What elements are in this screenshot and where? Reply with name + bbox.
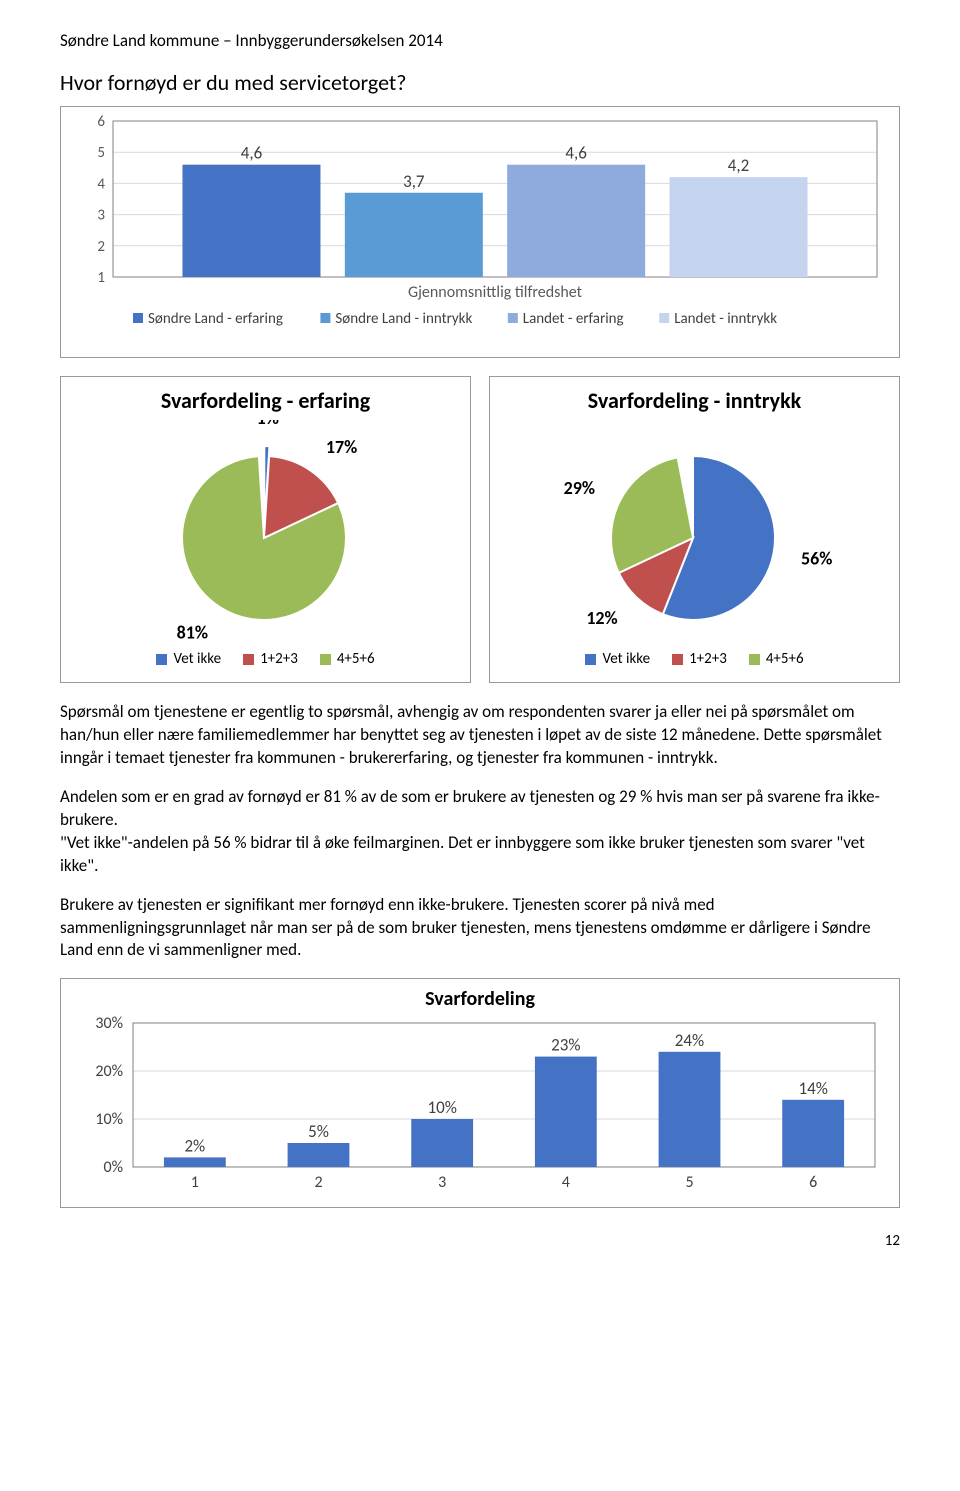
legend-item: 4+5+6 [320, 650, 375, 668]
svg-text:1: 1 [97, 269, 105, 287]
legend-label: 1+2+3 [689, 650, 727, 668]
svg-text:1%: 1% [257, 420, 279, 429]
svg-text:17%: 17% [326, 436, 357, 458]
page-header: Søndre Land kommune – Innbyggerundersøke… [60, 30, 900, 51]
legend-swatch [749, 654, 760, 665]
bar-chart-svg: 1 2 3 4 5 6 4,6 3,7 4,6 4,2 Gjennomsnittlig tilfre… [73, 115, 889, 345]
svg-text:3: 3 [97, 207, 105, 225]
svg-text:12%: 12% [586, 607, 617, 629]
svg-text:23%: 23% [551, 1035, 580, 1056]
histogram-title: Svarfordeling [73, 987, 887, 1011]
legend-swatch [585, 654, 596, 665]
legend-item: 1+2+3 [243, 650, 298, 668]
svg-text:14%: 14% [798, 1078, 827, 1099]
legend-label: 4+5+6 [766, 650, 804, 668]
svg-text:Søndre Land - inntrykk: Søndre Land - inntrykk [335, 310, 472, 328]
legend-item: 4+5+6 [749, 650, 804, 668]
svg-text:Søndre Land - erfaring: Søndre Land - erfaring [148, 310, 283, 328]
legend-label: 1+2+3 [260, 650, 298, 668]
svg-text:24%: 24% [675, 1030, 704, 1051]
svg-text:2: 2 [314, 1173, 322, 1192]
legend-swatch [320, 654, 331, 665]
bar-chart-container: 1 2 3 4 5 6 4,6 3,7 4,6 4,2 Gjennomsnittlig tilfre… [60, 106, 900, 358]
svg-text:2: 2 [97, 238, 105, 256]
svg-text:3: 3 [438, 1173, 446, 1192]
svg-text:29%: 29% [564, 477, 595, 499]
svg-text:20%: 20% [95, 1062, 123, 1081]
legend-item: Vet ikke [585, 650, 650, 668]
svg-text:3,7: 3,7 [403, 171, 425, 192]
svg-text:4,6: 4,6 [565, 143, 587, 164]
svg-text:5: 5 [97, 144, 105, 162]
paragraph: Brukere av tjenesten er signifikant mer … [60, 894, 900, 963]
pie-left-legend: Vet ikke 1+2+3 4+5+6 [69, 650, 462, 668]
svg-text:6: 6 [97, 115, 105, 131]
legend-label: Vet ikke [602, 650, 650, 668]
svg-text:81%: 81% [177, 622, 208, 640]
svg-text:4,6: 4,6 [241, 143, 263, 164]
svg-text:56%: 56% [801, 548, 832, 570]
svg-text:10%: 10% [427, 1097, 456, 1118]
svg-text:4: 4 [562, 1173, 570, 1192]
legend-swatch [243, 654, 254, 665]
question-title: Hvor fornøyd er du med servicetorget? [60, 69, 900, 96]
svg-text:4,2: 4,2 [728, 155, 749, 176]
pie-left-svg: 1% 17% 81% [69, 420, 459, 640]
svg-text:10%: 10% [95, 1110, 123, 1129]
histogram-svg: 0% 10% 20% 30% 2% 1 5% 2 10% 3 23% 4 24% 5 14% 6 [73, 1015, 889, 1195]
legend-swatch [156, 654, 167, 665]
svg-text:Gjennomsnittlig tilfredshet: Gjennomsnittlig tilfredshet [408, 283, 583, 302]
paragraph: Andelen som er en grad av fornøyd er 81 … [60, 786, 900, 878]
paragraph: Spørsmål om tjenestene er egentlig to sp… [60, 701, 900, 770]
svg-text:1: 1 [191, 1173, 199, 1192]
svg-text:5%: 5% [308, 1121, 329, 1142]
legend-label: 4+5+6 [337, 650, 375, 668]
legend-item: 1+2+3 [672, 650, 727, 668]
svg-text:30%: 30% [95, 1015, 123, 1033]
svg-text:0%: 0% [103, 1158, 123, 1177]
pie-left-title: Svarfordeling - erfaring [69, 387, 462, 414]
svg-text:Landet - inntrykk: Landet - inntrykk [674, 310, 777, 328]
svg-text:Landet - erfaring: Landet - erfaring [523, 310, 624, 328]
pie-right-container: Svarfordeling - inntrykk 56% 12% 29% Vet i… [489, 376, 900, 683]
svg-text:6: 6 [809, 1173, 817, 1192]
pie-left-container: Svarfordeling - erfaring 1% 17% 81% Vet ik… [60, 376, 471, 683]
legend-item: Vet ikke [156, 650, 221, 668]
pie-row: Svarfordeling - erfaring 1% 17% 81% Vet ik… [60, 376, 900, 683]
pie-right-svg: 56% 12% 29% [498, 420, 888, 640]
svg-text:5: 5 [685, 1173, 693, 1192]
page-number: 12 [60, 1232, 900, 1250]
pie-right-legend: Vet ikke 1+2+3 4+5+6 [498, 650, 891, 668]
svg-text:2%: 2% [184, 1136, 205, 1157]
legend-swatch [672, 654, 683, 665]
legend-label: Vet ikke [173, 650, 221, 668]
svg-text:4: 4 [97, 175, 105, 193]
pie-right-title: Svarfordeling - inntrykk [498, 387, 891, 414]
histogram-container: Svarfordeling 0% 10% 20% 30% 2% 1 5% 2 10% 3 23% 4 2… [60, 978, 900, 1208]
analysis-text: Spørsmål om tjenestene er egentlig to sp… [60, 701, 900, 962]
